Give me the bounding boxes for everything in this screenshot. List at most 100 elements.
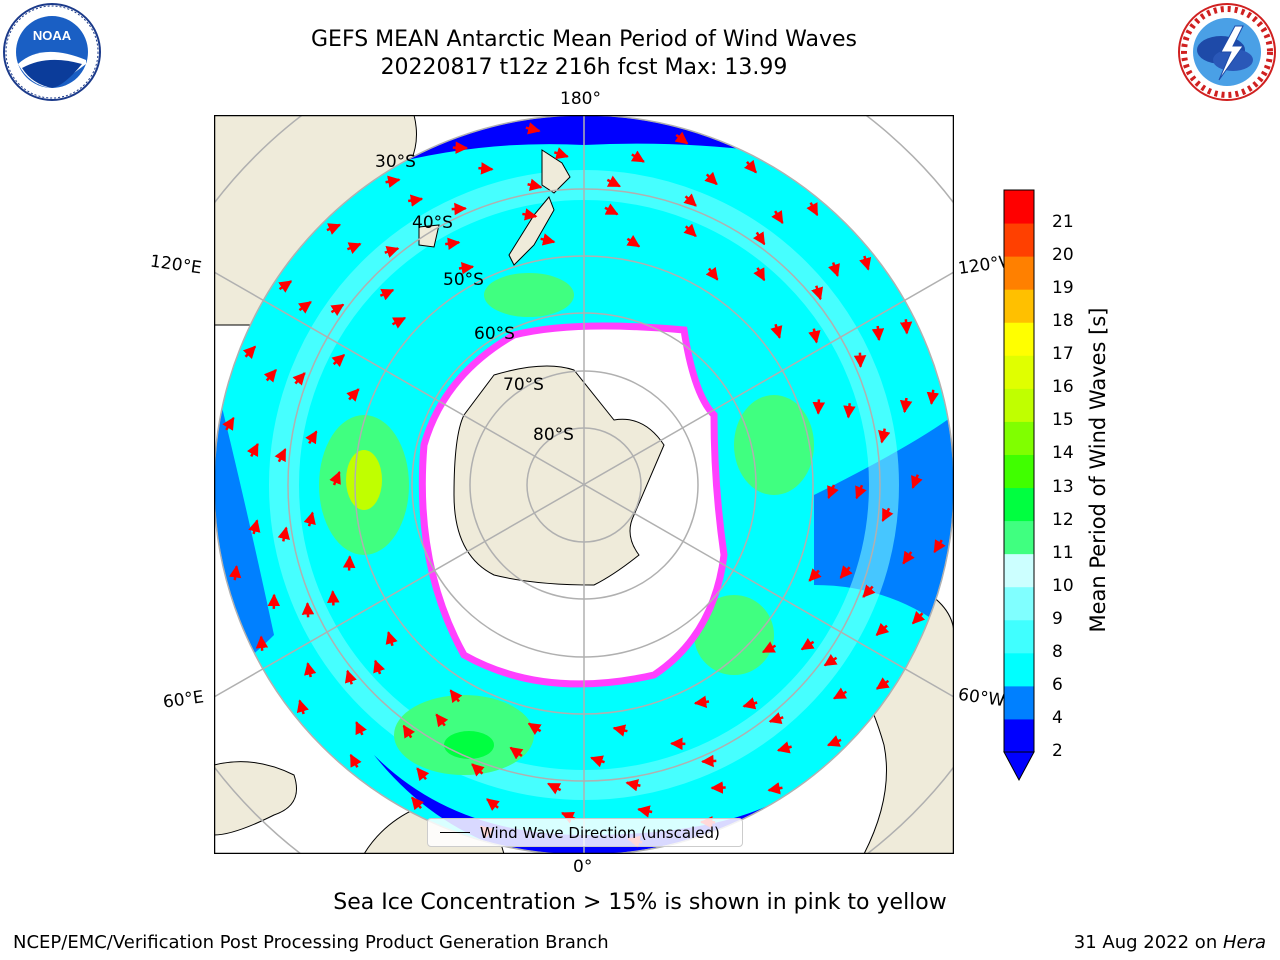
wind-wave-arrow xyxy=(278,280,293,293)
wind-wave-arrow xyxy=(449,689,463,704)
wind-wave-arrow xyxy=(753,267,766,282)
wind-wave-arrow xyxy=(590,755,605,768)
wind-wave-arrow xyxy=(693,695,710,709)
wind-wave-arrow xyxy=(683,223,697,237)
colorbar-tick-label: 6 xyxy=(1052,674,1063,695)
wind-wave-arrow xyxy=(843,403,856,419)
colorbar-band xyxy=(1004,718,1034,753)
wind-wave-arrow xyxy=(326,223,342,235)
wind-wave-arrow xyxy=(331,353,346,368)
wind-wave-arrow xyxy=(833,687,847,700)
wind-wave-arrow xyxy=(402,724,415,739)
wind-wave-arrow xyxy=(776,741,792,754)
wind-wave-arrow xyxy=(875,677,890,690)
wind-wave-arrow xyxy=(478,162,494,175)
wind-wave-arrow xyxy=(560,811,576,824)
wind-wave-arrow xyxy=(222,416,235,431)
wind-wave-arrow xyxy=(637,805,653,818)
colorbar xyxy=(1003,189,1035,782)
colorbar-band xyxy=(1004,322,1034,356)
wind-wave-arrow xyxy=(527,722,542,735)
wind-wave-arrow xyxy=(445,237,461,250)
wind-wave-arrow xyxy=(911,474,923,489)
wind-wave-arrow xyxy=(263,369,277,383)
wind-wave-arrow xyxy=(808,568,822,582)
colorbar-tick-label: 17 xyxy=(1052,344,1074,365)
colorbar-tick-label: 15 xyxy=(1052,410,1074,431)
footer-credit: NCEP/EMC/Verification Post Processing Pr… xyxy=(13,932,609,953)
wind-wave-arrow xyxy=(770,323,783,339)
colorbar-band xyxy=(1004,685,1034,720)
wind-wave-arrow xyxy=(303,511,316,527)
wind-wave-arrow xyxy=(768,712,784,725)
wind-wave-arrow xyxy=(277,526,290,542)
lon-label-60e: 60°E xyxy=(161,687,206,713)
colorbar-band xyxy=(1004,652,1034,687)
wind-wave-arrow xyxy=(926,389,940,405)
wind-wave-arrow xyxy=(761,641,777,654)
wind-wave-arrow xyxy=(827,484,839,500)
colorbar-tick-label: 10 xyxy=(1052,575,1074,596)
colorbar-tick-label: 14 xyxy=(1052,443,1074,464)
colorbar-band xyxy=(1004,553,1034,588)
wind-wave-arrow xyxy=(911,610,926,625)
wind-wave-arrow xyxy=(255,635,269,651)
wind-wave-arrow xyxy=(509,746,524,760)
lat-label-40s: 40°S xyxy=(412,213,453,233)
colorbar-tick-label: 12 xyxy=(1052,509,1074,530)
lat-label-60s: 60°S xyxy=(474,324,515,344)
wind-wave-arrow xyxy=(525,122,541,135)
wind-wave-arrow xyxy=(451,202,467,216)
wind-wave-arrow xyxy=(391,316,407,329)
wind-wave-arrow xyxy=(674,131,689,145)
wind-wave-arrow xyxy=(881,507,894,522)
wind-wave-arrow xyxy=(379,288,395,301)
wind-wave-arrow xyxy=(342,555,356,571)
wind-wave-arrow xyxy=(248,519,261,535)
wind-wave-arrow xyxy=(242,345,257,360)
wind-wave-arrow xyxy=(547,782,562,795)
wind-wave-arrow xyxy=(604,203,619,216)
colorbar-band xyxy=(1004,223,1034,257)
wind-wave-arrow xyxy=(407,194,424,207)
footer-date-text: 31 Aug 2022 on xyxy=(1073,932,1223,953)
wind-wave-arrow xyxy=(902,550,915,565)
wind-wave-arrow xyxy=(411,796,425,811)
colorbar-tick-label: 20 xyxy=(1052,245,1074,266)
legend-label: Wind Wave Direction (unscaled) xyxy=(480,823,720,842)
wind-wave-arrow xyxy=(683,193,697,207)
wind-wave-arrow xyxy=(767,782,783,795)
wind-wave-arrow xyxy=(630,150,645,163)
wind-wave-arrow xyxy=(811,285,824,301)
colorbar-tick-label: 19 xyxy=(1052,278,1074,299)
colorbar-band xyxy=(1004,454,1034,489)
land-africa xyxy=(214,761,297,836)
wind-wave-arrow xyxy=(704,171,718,186)
wind-wave-arrow xyxy=(862,584,876,598)
wind-wave-arrow xyxy=(298,301,312,314)
colorbar-tick-label: 13 xyxy=(1052,476,1074,497)
wind-wave-arrow xyxy=(853,352,867,368)
wind-wave-arrow xyxy=(344,669,357,685)
wind-wave-arrow xyxy=(384,245,400,258)
wind-wave-arrow xyxy=(701,754,717,768)
wind-wave-arrow xyxy=(228,565,242,581)
colorbar-band xyxy=(1004,421,1034,455)
lon-label-0: 0° xyxy=(573,857,593,877)
wind-wave-arrow xyxy=(871,325,885,342)
wind-wave-arrow xyxy=(292,372,306,386)
wind-wave-arrow xyxy=(933,539,946,554)
lat-label-80s: 80°S xyxy=(533,425,574,445)
colorbar-band xyxy=(1004,388,1034,422)
wind-wave-arrow xyxy=(705,266,719,281)
sea-ice-caption: Sea Ice Concentration > 15% is shown in … xyxy=(333,890,947,915)
wind-wave-arrow xyxy=(301,602,315,618)
chart-subtitle: 20220817 t12z 216h fcst Max: 13.99 xyxy=(380,55,788,80)
lon-label-180: 180° xyxy=(560,89,601,109)
lat-label-50s: 50°S xyxy=(443,270,484,290)
wind-wave-arrow xyxy=(899,397,913,414)
colorbar-band xyxy=(1004,520,1034,555)
wind-wave-arrow xyxy=(329,470,341,486)
colorbar-band xyxy=(1004,190,1034,224)
wind-wave-arrow xyxy=(304,662,317,678)
